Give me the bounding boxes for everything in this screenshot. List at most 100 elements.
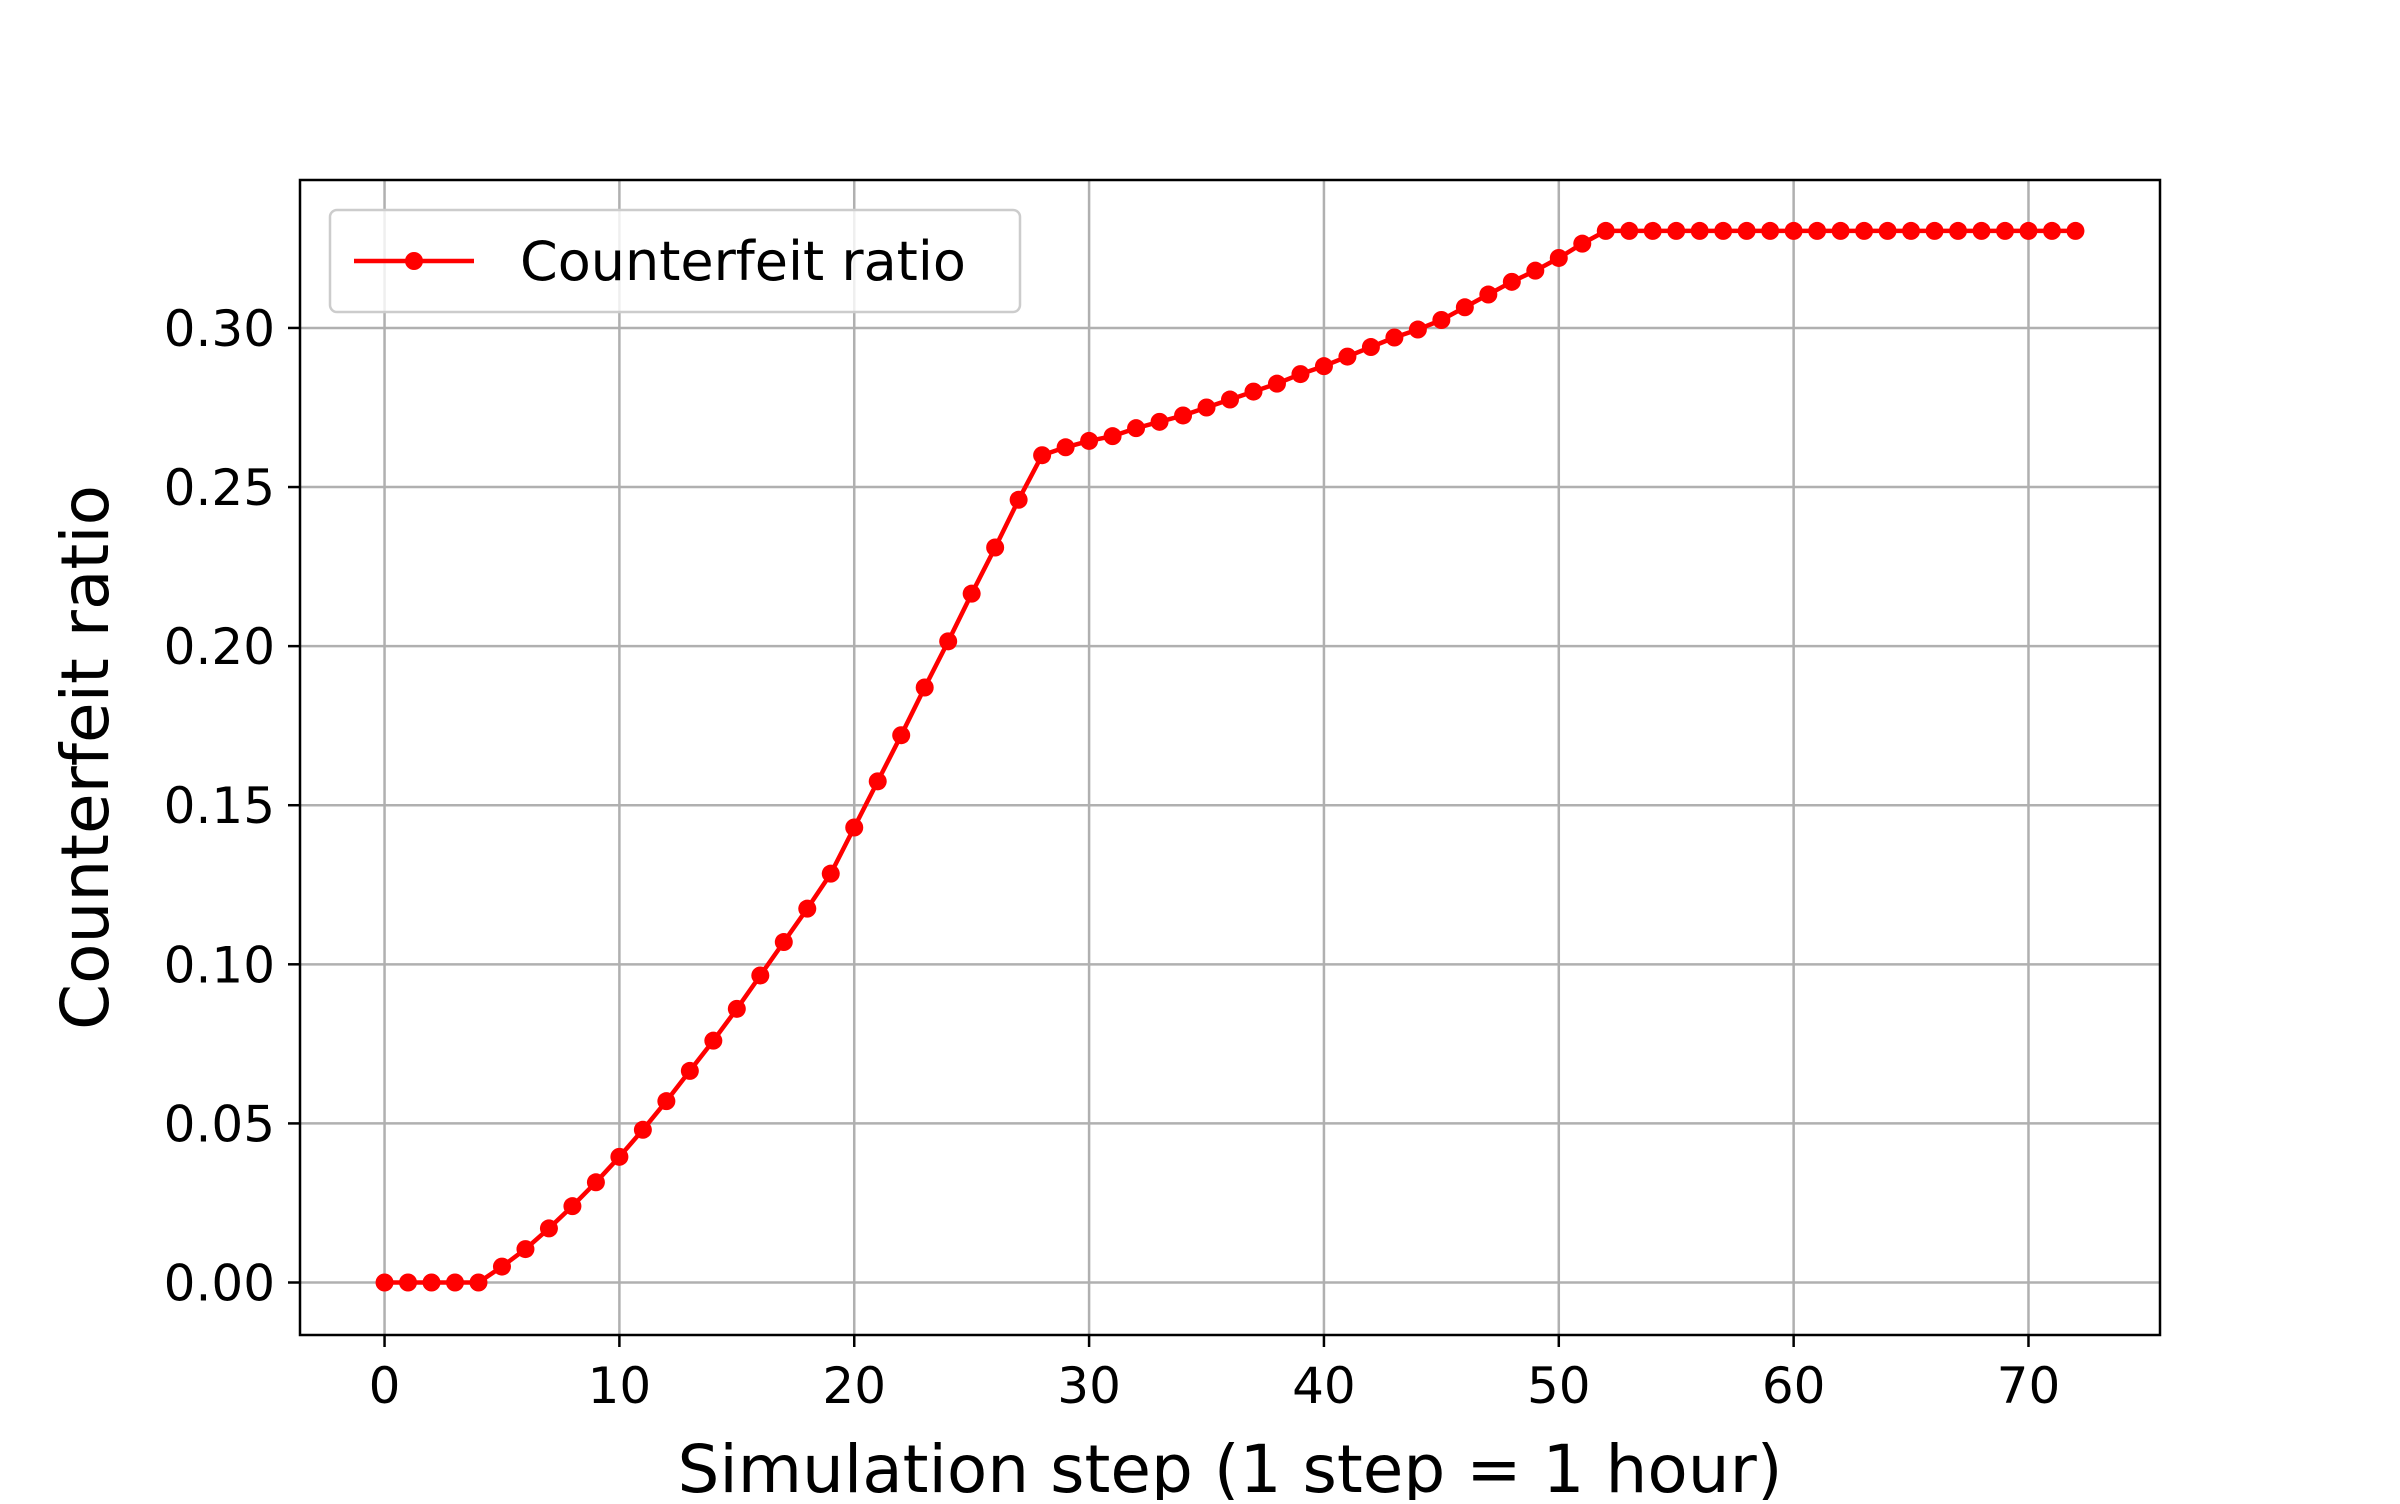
- x-tick-label: 0: [369, 1357, 401, 1415]
- data-point: [704, 1031, 723, 1050]
- data-point: [586, 1173, 605, 1192]
- ticks: 0 10 20 30 40 50 60 70 0.00 0.05 0.10 0.15 0.20 0.25 0…: [164, 300, 2061, 1415]
- data-point: [1878, 221, 1897, 240]
- x-tick-label: 40: [1292, 1357, 1356, 1415]
- data-point: [1174, 406, 1193, 425]
- data-point: [610, 1147, 629, 1166]
- data-point: [1291, 365, 1310, 384]
- legend-marker-swatch: [405, 252, 423, 270]
- data-point: [1127, 419, 1146, 438]
- data-point: [774, 933, 793, 952]
- data-point: [1150, 412, 1169, 431]
- data-point: [1385, 328, 1404, 347]
- data-point: [1056, 438, 1075, 457]
- data-point: [1221, 390, 1239, 409]
- data-point: [821, 864, 840, 883]
- data-point: [422, 1273, 441, 1292]
- plot-frame: [298, 178, 2162, 1337]
- data-point: [516, 1240, 535, 1259]
- data-point: [563, 1197, 582, 1216]
- x-tick-label: 70: [1997, 1357, 2061, 1415]
- data-point: [399, 1273, 418, 1292]
- data-point: [657, 1092, 676, 1111]
- data-point: [1103, 427, 1122, 446]
- data-point: [1972, 221, 1991, 240]
- data-point: [727, 999, 746, 1018]
- data-point: [469, 1273, 488, 1292]
- data-point: [446, 1273, 464, 1292]
- x-tick-label: 60: [1762, 1357, 1826, 1415]
- data-point: [1080, 431, 1099, 450]
- data-point: [1479, 285, 1498, 304]
- data-point: [1855, 221, 1874, 240]
- y-tick-label: 0.25: [164, 459, 275, 517]
- data-point: [962, 584, 981, 603]
- data-point: [1361, 338, 1380, 357]
- data-point: [1338, 347, 1357, 366]
- data-point: [845, 818, 864, 837]
- data-point: [1902, 221, 1921, 240]
- data-point: [1831, 221, 1850, 240]
- y-tick-label: 0.30: [164, 300, 275, 358]
- data-point: [680, 1061, 699, 1080]
- data-point: [633, 1120, 652, 1139]
- data-point: [1620, 221, 1639, 240]
- data-point: [1432, 311, 1451, 329]
- data-point: [868, 772, 887, 791]
- y-tick-label: 0.15: [164, 777, 275, 835]
- data-point: [1314, 357, 1333, 376]
- data-point: [2042, 221, 2061, 240]
- y-tick-label: 0.20: [164, 618, 275, 676]
- data-point: [1502, 272, 1521, 291]
- data-point: [1549, 248, 1568, 267]
- data-point: [1526, 261, 1545, 280]
- data-point: [1925, 221, 1944, 240]
- y-tick-label: 0.10: [164, 936, 275, 994]
- data-point: [892, 726, 911, 745]
- data-point: [1808, 221, 1827, 240]
- data-point: [798, 899, 817, 918]
- data-point: [1690, 221, 1709, 240]
- series-layer: [375, 221, 2085, 1292]
- data-point: [1667, 221, 1686, 240]
- x-tick-label: 30: [1057, 1357, 1121, 1415]
- data-point: [1737, 221, 1756, 240]
- y-tick-label: 0.00: [164, 1255, 275, 1313]
- data-point: [2066, 221, 2085, 240]
- x-tick-label: 10: [588, 1357, 652, 1415]
- data-point: [1949, 221, 1968, 240]
- data-point: [539, 1219, 558, 1238]
- data-point: [1573, 234, 1592, 253]
- data-point: [1244, 382, 1263, 401]
- data-point: [1197, 398, 1216, 417]
- x-axis-label: Simulation step (1 step = 1 hour): [678, 1431, 1783, 1500]
- data-point: [2019, 221, 2038, 240]
- data-point: [1009, 490, 1028, 509]
- data-point: [375, 1273, 394, 1292]
- data-point: [1455, 298, 1474, 317]
- data-point: [915, 678, 934, 697]
- legend-box: [328, 208, 1022, 314]
- legend: Counterfeit ratio: [328, 208, 1022, 314]
- data-point: [1596, 221, 1615, 240]
- data-point: [939, 632, 958, 651]
- grid: [300, 180, 2160, 1335]
- y-axis-label: Counterfeit ratio: [47, 485, 124, 1030]
- data-point: [1267, 374, 1286, 393]
- x-tick-label: 20: [822, 1357, 886, 1415]
- data-point: [1408, 320, 1427, 339]
- x-tick-label: 50: [1527, 1357, 1591, 1415]
- data-point: [1714, 221, 1733, 240]
- data-point: [492, 1257, 511, 1276]
- data-point: [751, 966, 770, 985]
- legend-label: Counterfeit ratio: [520, 230, 966, 293]
- data-point: [1996, 221, 2014, 240]
- data-point: [986, 538, 1005, 557]
- y-tick-label: 0.05: [164, 1095, 275, 1153]
- data-point: [1761, 221, 1780, 240]
- data-point: [1784, 221, 1803, 240]
- data-point: [1643, 221, 1662, 240]
- data-point: [1033, 446, 1052, 465]
